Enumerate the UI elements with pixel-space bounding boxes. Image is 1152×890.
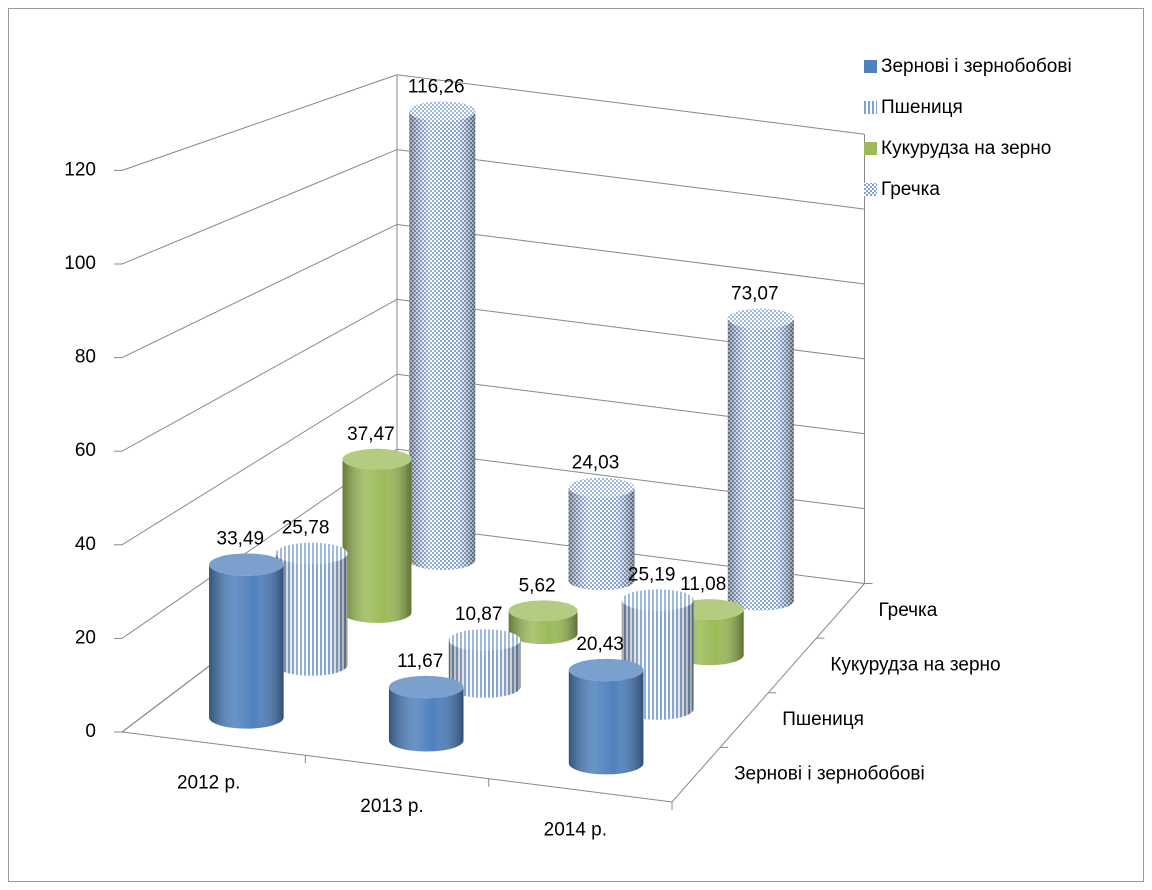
cylinder-top: [209, 553, 284, 576]
cylinder-shade: [568, 487, 635, 591]
value-label: 5,62: [519, 575, 556, 596]
cylinder-top-shade: [568, 658, 644, 682]
z-tick-label: Зернові і зернобобові: [734, 764, 925, 785]
cylinder-shade: [727, 318, 794, 611]
y-tick-label: 120: [64, 159, 96, 180]
y-tick-label: 20: [75, 627, 96, 648]
value-label: 10,87: [455, 604, 503, 625]
y-tick-label: 40: [75, 534, 96, 555]
cylinder-top: [448, 629, 521, 651]
value-label: 116,26: [408, 76, 465, 97]
legend-swatch: [864, 60, 877, 73]
cylinder-top: [388, 675, 464, 699]
cylinder-shade: [209, 564, 284, 729]
cylinder-top-shade: [275, 542, 348, 565]
value-label: 37,47: [347, 424, 395, 445]
x-tick-label: 2012 р.: [177, 773, 240, 794]
cylinder-top: [409, 101, 476, 122]
y-tick-label: 0: [85, 721, 96, 742]
cylinder-shade: [568, 670, 644, 775]
value-label: 11,08: [680, 574, 726, 595]
legend-label: Кукурудза на зерно: [881, 138, 1051, 159]
y-tick-label: 60: [75, 440, 96, 461]
x-tick-label: 2014 р.: [544, 819, 607, 840]
cylinder-top-shade: [621, 589, 694, 611]
value-label: 33,49: [217, 528, 265, 549]
value-label: 25,19: [628, 564, 676, 585]
value-label: 73,07: [731, 284, 779, 305]
cylinder-shade: [388, 687, 464, 752]
legend-swatch: [864, 183, 877, 196]
cylinder-top-shade: [727, 308, 794, 329]
y-tick-label: 100: [64, 253, 96, 274]
cylinder-top-shade: [448, 629, 521, 651]
cylinder-top: [342, 448, 412, 470]
value-label: 20,43: [576, 634, 624, 655]
value-label: 11,67: [397, 651, 443, 672]
cylinder-top-shade: [508, 600, 578, 622]
cylinder-top: [275, 542, 348, 565]
cylinder-top: [568, 477, 635, 498]
labels: 0 20 40 60 80 100 120 2012 р. 2013 р. 2014 р. Зерн…: [64, 56, 1071, 840]
y-tick-label: 80: [75, 347, 96, 368]
cylinder-top-shade: [409, 101, 476, 122]
z-tick-label: Кукурудза на зерно: [830, 654, 1000, 675]
z-tick-label: Гречка: [878, 600, 937, 621]
value-label: 24,03: [572, 453, 620, 474]
cylinder-shade: [448, 639, 521, 698]
legend-label: Пшениця: [881, 97, 963, 118]
legend-swatch: [864, 142, 877, 155]
cylinder-top-shade: [342, 448, 412, 470]
cylinder-top: [621, 589, 694, 611]
x-tick-label: 2013 р.: [360, 796, 423, 817]
cylinder-top-shade: [568, 477, 635, 498]
cylinder-top: [508, 600, 578, 622]
cylinder-shade: [275, 553, 348, 676]
cylinder-top: [568, 658, 644, 682]
cylinder-top: [727, 308, 794, 329]
cylinder-top-shade: [209, 553, 284, 576]
bars: [209, 101, 794, 775]
cylinder-shade: [508, 610, 578, 645]
legend-swatch: [864, 101, 877, 114]
cylinder-shade: [342, 459, 412, 623]
z-tick-label: Пшениця: [782, 709, 864, 730]
legend-label: Гречка: [881, 179, 940, 200]
legend-label: Зернові і зернобобові: [881, 56, 1072, 77]
cylinder-top-shade: [388, 675, 464, 699]
cylinder-shade: [409, 111, 476, 571]
value-label: 25,78: [282, 518, 330, 539]
